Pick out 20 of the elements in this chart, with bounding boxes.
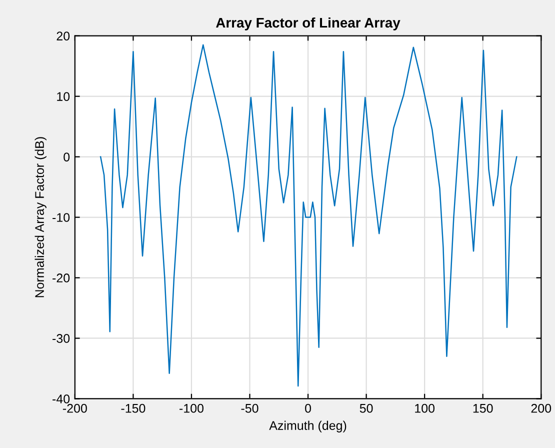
line-series xyxy=(100,44,518,387)
y-tick-label: 10 xyxy=(57,92,70,101)
x-tick-label: 150 xyxy=(473,404,493,413)
y-axis-title: Normalized Array Factor (dB) xyxy=(34,137,46,298)
x-tick-label: -50 xyxy=(241,404,258,413)
chart-title: Array Factor of Linear Array xyxy=(216,17,400,30)
y-tick-label: -10 xyxy=(52,213,70,222)
x-tick-label: -200 xyxy=(62,404,87,413)
y-tick-label: -40 xyxy=(52,394,70,404)
y-tick-label: 20 xyxy=(56,32,70,40)
y-tick-label: -30 xyxy=(52,334,70,343)
x-tick-label: 100 xyxy=(415,404,435,413)
x-tick-label: 50 xyxy=(360,404,373,413)
x-tick-label: 200 xyxy=(531,404,552,413)
x-tick-label: -150 xyxy=(121,404,146,413)
y-tick-label: 0 xyxy=(64,152,70,162)
y-tick-label: -20 xyxy=(52,274,70,282)
x-axis-title: Azimuth (deg) xyxy=(269,420,346,432)
x-tick-label: 0 xyxy=(305,404,312,413)
x-tick-label: -100 xyxy=(180,404,204,413)
